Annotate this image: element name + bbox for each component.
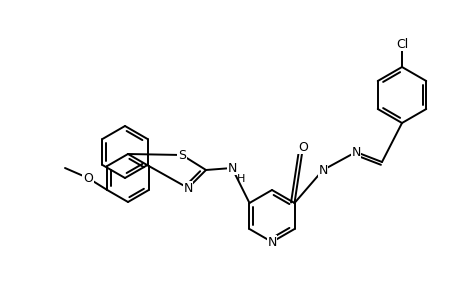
Text: S: S: [178, 148, 185, 161]
Text: N: N: [227, 161, 236, 175]
Text: N: N: [183, 182, 192, 194]
Text: Cl: Cl: [395, 38, 407, 50]
Text: H: H: [236, 174, 245, 184]
Text: N: N: [267, 236, 276, 248]
Text: N: N: [318, 164, 327, 176]
Text: N: N: [351, 146, 360, 158]
Text: O: O: [297, 140, 307, 154]
Text: O: O: [83, 172, 93, 184]
